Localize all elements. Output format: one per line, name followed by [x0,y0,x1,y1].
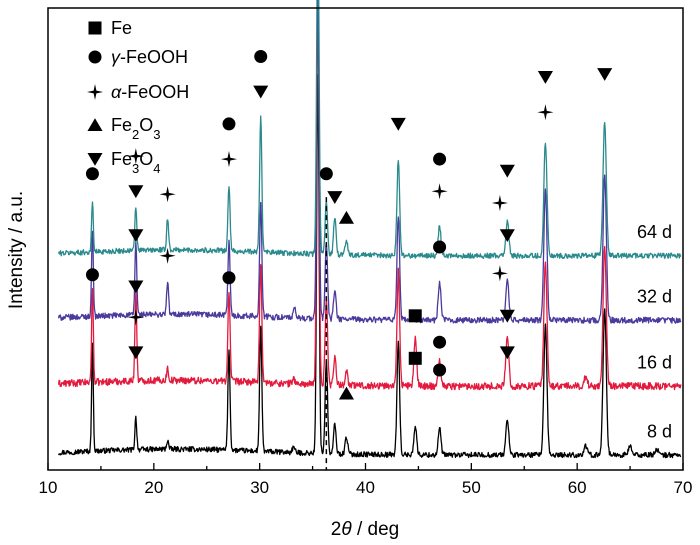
peak-marker-tri-down-16d-5 [499,309,515,323]
legend-label-tri-down: Fe3O4 [111,149,161,176]
x-tick-label-10: 10 [39,478,58,497]
peak-marker-tri-down-64d-10 [327,191,343,204]
legend-marker-tri-down [87,152,103,166]
series-line-8d [58,74,682,459]
peak-marker-circle-64d-9 [319,167,333,181]
y-axis-title: Intensity / a.u. [6,191,27,309]
peak-marker-tri-down-64d-18 [537,70,553,84]
x-axis-title: 2θ / deg [331,519,399,540]
peak-marker-tri-down-8d-5 [499,346,515,360]
peak-marker-star-64d-13 [431,183,448,200]
x-tick-label-30: 30 [250,478,269,497]
peak-marker-tri-down-64d-1 [128,185,144,199]
series-line-16d [57,1,682,391]
peak-marker-tri-down-8d-0 [128,346,144,360]
x-axis-ticks: 10 20 30 40 50 60 70 [39,463,693,497]
peak-marker-star-64d-4 [220,151,238,168]
peak-marker-square-8d-3 [408,351,422,365]
peak-marker-tri-down-64d-6 [253,85,269,99]
peak-marker-star-64d-15 [491,194,508,212]
legend-label-tri-up: Fe2O3 [111,115,161,142]
peak-marker-tri-up-8d-2 [338,386,354,400]
peak-marker-circle-64d-5 [222,117,236,131]
peak-marker-star-32d-1 [159,247,176,264]
peak-marker-circle-64d-7 [254,50,268,64]
marker-layer [85,50,613,400]
peak-marker-tri-down-32d-4 [499,229,515,243]
legend: Fe γ-FeOOH α-FeOOH Fe2O3 Fe3O4 [86,18,189,176]
peak-marker-star-8d-1 [127,309,144,326]
peak-marker-tri-down-64d-19 [597,68,613,81]
peak-marker-circle-16d-2 [222,271,236,285]
peak-marker-circle-8d-4 [433,363,447,377]
legend-marker-tri-up [87,118,103,132]
series-layer [57,0,682,459]
peak-marker-circle-32d-2 [433,240,447,254]
peak-marker-circle-64d-14 [433,152,447,166]
series-label-32d: 32 d [637,287,672,307]
legend-marker-circle [88,50,102,64]
peak-marker-circle-64d-0 [85,167,99,181]
series-labels: 8 d 16 d 32 d 64 d [637,222,672,441]
peak-marker-tri-down-16d-1 [128,280,144,294]
legend-label-circle: γ-FeOOH [111,47,188,67]
series-label-64d: 64 d [637,222,672,242]
plot-frame [47,7,684,471]
peak-marker-star-32d-3 [491,265,508,282]
x-tick-label-70: 70 [674,478,693,497]
peak-marker-circle-16d-0 [85,268,99,282]
series-label-8d: 8 d [647,421,672,441]
peak-marker-tri-up-64d-11 [338,210,354,224]
peak-marker-tri-down-64d-12 [390,117,406,131]
peak-marker-tri-down-64d-16 [499,164,515,178]
x-tick-label-50: 50 [462,478,481,497]
series-line-64d [57,0,682,260]
legend-label-square: Fe [111,18,132,38]
series-line-32d [57,0,682,324]
peak-marker-tri-down-32d-0 [128,229,144,243]
series-label-16d: 16 d [637,353,672,373]
peak-marker-star-64d-2 [127,148,144,165]
x-tick-label-20: 20 [144,478,163,497]
x-tick-label-60: 60 [568,478,587,497]
peak-marker-star-64d-3 [159,186,176,203]
peak-marker-circle-16d-4 [433,335,447,349]
legend-marker-star [86,83,104,101]
peak-marker-star-64d-17 [537,104,554,121]
legend-marker-square [88,21,102,35]
legend-label-star: α-FeOOH [111,82,189,102]
x-tick-label-40: 40 [356,478,375,497]
peak-marker-square-16d-3 [408,309,422,323]
